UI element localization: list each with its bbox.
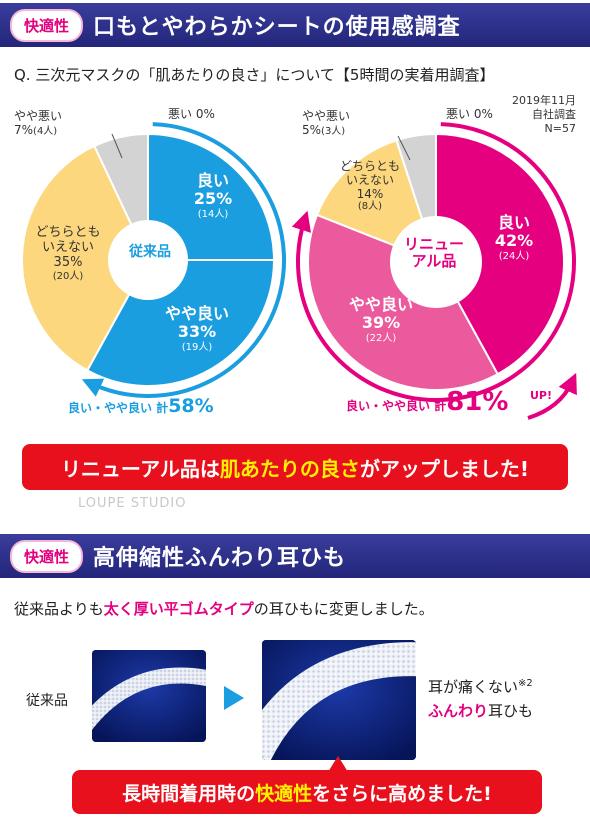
new-ear-loop-photo: [262, 640, 416, 760]
callout2-highlight: 快適性: [255, 782, 313, 805]
up-label: UP!: [530, 389, 553, 402]
new-total-label: 良い・やや良い 計: [346, 399, 447, 413]
section1-banner: 快適性 口もとやわらかシートの使用感調査: [0, 3, 590, 47]
callout1-post: がアップしました!: [359, 456, 530, 481]
callout-comfort: 長時間着用時の 快適性 をさらに高めました!: [72, 770, 542, 814]
survey-sample-size: N=57: [544, 122, 576, 135]
section2-title: 高伸縮性ふんわり耳ひも: [93, 546, 347, 571]
benefit-highlight: ふんわり: [428, 702, 489, 720]
old-fair-good-label: やや良い 33% (19人): [152, 304, 242, 353]
new-center-line2: アル品: [411, 252, 457, 271]
old-fair-good-count: (19人): [181, 341, 213, 353]
pie1-center-hole: [390, 216, 482, 308]
new-neutral-count: (8人): [357, 201, 383, 213]
old-fair-bad-pct: 7%: [14, 122, 34, 137]
new-fair-good-count: (22人): [365, 332, 397, 344]
old-neutral-pct: 35%: [53, 254, 83, 270]
old-neutral-line2: いえない: [41, 239, 94, 255]
pie1-slice-good: [435, 132, 565, 376]
benefit-note: ※2: [518, 678, 533, 689]
benefit-post: 耳ひも: [488, 702, 534, 720]
old-total-value: 58%: [168, 395, 214, 417]
watermark: LOUPE STUDIO: [78, 496, 187, 511]
callout1-highlight: 肌あたりの良さ: [219, 456, 360, 481]
new-good-count: (24人): [498, 250, 530, 262]
pie0-center-hole: [108, 220, 188, 300]
old-fair-good-name: やや良い: [164, 304, 229, 323]
new-bad-label: 悪い 0%: [446, 107, 493, 121]
section2-banner: 快適性 高伸縮性ふんわり耳ひも: [0, 534, 590, 578]
new-fair-good-pct: 39%: [361, 313, 401, 333]
old-total-label: 良い・やや良い 計: [68, 401, 169, 415]
ear-loop-description: 従来品よりも太く厚い平ゴムタイプの耳ひもに変更しました。: [14, 598, 434, 619]
pie-old: [21, 132, 276, 387]
old-neutral-label: どちらとも いえない 35% (20人): [28, 225, 108, 282]
old-fair-bad-name: やや悪い: [14, 109, 63, 123]
callout2-pointer: [328, 756, 348, 772]
new-fair-good-label: やや良い 39% (22人): [336, 295, 426, 344]
new-neutral-pct: 14%: [356, 186, 384, 201]
old-good-count: (14人): [197, 208, 229, 220]
new-good-name: 良い: [497, 213, 530, 232]
old-fair-good-pct: 33%: [177, 322, 217, 342]
survey-question: Q. 三次元マスクの「肌あたりの良さ」について【5時間の実着用調査】: [14, 66, 495, 84]
desc-highlight: 太く厚い平ゴムタイプ: [103, 600, 254, 618]
old-ear-loop-label: 従来品: [26, 693, 68, 709]
survey-meta: 2019年11月 自社調査 N=57: [512, 94, 576, 136]
pie0-slice-neutral: [21, 144, 150, 372]
desc-post: の耳ひもに変更しました。: [253, 600, 434, 618]
callout2-pre: 長時間着用時の: [122, 782, 256, 805]
new-total: 良い・やや良い 計81%: [346, 387, 536, 418]
new-neutral-line1: どちらとも: [339, 159, 400, 173]
new-fair-bad-name: やや悪い: [302, 109, 351, 123]
new-fair-good-name: やや良い: [348, 295, 413, 314]
old-ear-loop-photo: [92, 650, 206, 742]
new-fair-bad-pct: 5%: [302, 122, 322, 137]
new-neutral-line2: いえない: [345, 172, 394, 187]
total-arc-new: [291, 122, 576, 402]
old-fair-bad-count: (4人): [33, 125, 58, 137]
new-good-pct: 42%: [494, 231, 534, 251]
section1-title: 口もとやわらかシートの使用感調査: [93, 15, 461, 40]
section2-tag: 快適性: [10, 539, 84, 573]
pie-charts: [21, 122, 577, 420]
change-arrow-icon: [224, 686, 244, 710]
new-total-value: 81%: [446, 387, 509, 417]
leader-new-fair-bad: [397, 135, 411, 161]
pie0-slice-good: [147, 132, 276, 261]
old-center-label: 従来品: [129, 244, 171, 260]
up-arrow: [527, 372, 577, 420]
pie1-slice-fair-good: [307, 213, 500, 391]
new-good-label: 良い 42% (24人): [478, 213, 550, 262]
new-fair-bad-label: やや悪い 5%(3人): [302, 109, 382, 138]
old-good-pct: 25%: [193, 189, 233, 209]
old-fair-bad-label: やや悪い 7%(4人): [14, 109, 94, 138]
desc-pre: 従来品よりも: [14, 600, 104, 618]
old-good-name: 良い: [196, 171, 229, 190]
pie-new: [307, 132, 565, 391]
old-neutral-line1: どちらとも: [35, 225, 101, 240]
old-total: 良い・やや良い 計58%: [68, 395, 248, 418]
survey-date: 2019年11月: [512, 94, 576, 107]
new-center-line1: リニュー: [403, 235, 464, 253]
old-neutral-count: (20人): [52, 270, 84, 282]
callout2-post: をさらに高めました!: [312, 782, 492, 805]
new-neutral-label: どちらとも いえない 14% (8人): [332, 159, 408, 213]
benefit-text: 耳が痛くない: [428, 678, 519, 696]
callout-skin-feel: リニューアル品は 肌あたりの良さ がアップしました!: [22, 444, 568, 490]
total-arc-old: [81, 122, 286, 398]
new-center-label: リニュー アル品: [392, 235, 476, 271]
new-fair-bad-count: (3人): [321, 125, 346, 137]
old-bad-label: 悪い 0%: [168, 107, 215, 121]
callout1-pre: リニューアル品は: [60, 456, 220, 481]
benefit-line2: ふんわり耳ひも: [428, 700, 533, 721]
old-good-label: 良い 25% (14人): [178, 171, 248, 220]
leader-old-fair-bad: [111, 133, 123, 159]
section1-tag: 快適性: [10, 8, 84, 42]
survey-source: 自社調査: [532, 108, 576, 121]
benefit-line1: 耳が痛くない※2: [428, 676, 533, 697]
